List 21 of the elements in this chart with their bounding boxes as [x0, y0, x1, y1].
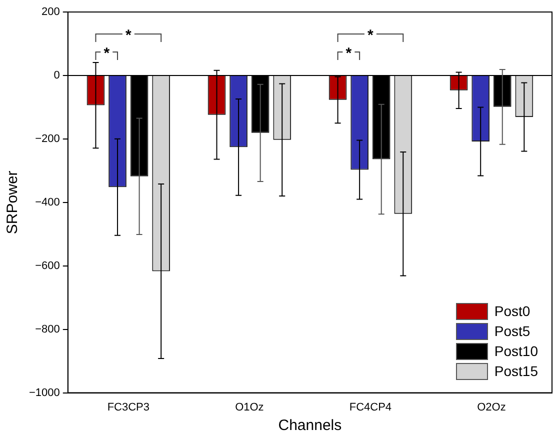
annotation: * — [368, 27, 374, 44]
y-tick-label: 0 — [54, 70, 60, 82]
y-axis-title: SRPower — [4, 170, 22, 234]
x-tick-label: O1Oz — [235, 401, 264, 414]
annotation: * — [104, 45, 110, 62]
legend-label: Post15 — [494, 363, 538, 379]
legend-label: Post0 — [494, 303, 530, 319]
y-tick-label: −800 — [35, 323, 60, 336]
legend-label: Post10 — [494, 343, 538, 359]
annotation: * — [125, 27, 132, 44]
legend-label: Post5 — [494, 323, 530, 339]
y-tick-label: 200 — [42, 6, 60, 18]
x-tick-label: FC4CP4 — [349, 401, 392, 414]
y-tick-label: −1000 — [28, 386, 60, 399]
y-tick-label: −600 — [35, 260, 60, 272]
y-tick-label: −200 — [35, 132, 60, 145]
y-tick-label: −400 — [35, 196, 60, 208]
x-tick-label: FC3CP3 — [107, 401, 150, 414]
x-tick-label: O2Oz — [477, 401, 506, 414]
annotation: * — [346, 45, 352, 62]
x-axis-title: Channels — [278, 417, 342, 434]
